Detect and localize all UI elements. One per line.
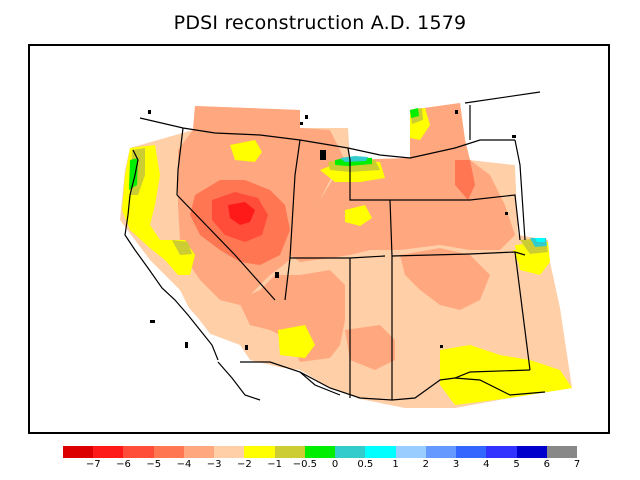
gulf-coastline — [299, 371, 341, 396]
state-border-nevada-ca — [176, 194, 276, 301]
pdsi-region-orange-south2 — [345, 325, 395, 370]
colorbar-tick-label: −2 — [237, 459, 252, 470]
island-6 — [512, 135, 516, 138]
colorbar-swatch — [395, 446, 426, 458]
island-10 — [245, 345, 248, 350]
outside-mask-ne — [470, 95, 560, 235]
colorbar-swatch — [274, 446, 305, 458]
colorbar-swatch — [456, 446, 487, 458]
ca-coastline — [124, 214, 219, 361]
state-border-canada-ne — [464, 91, 541, 104]
colorbar-tick-label: 1 — [392, 459, 399, 470]
islands — [148, 110, 516, 350]
state-border-nm-tx — [391, 369, 531, 401]
colorbar-swatch — [214, 446, 245, 458]
colorbar — [63, 446, 577, 458]
pdsi-region-orange-south — [238, 270, 345, 362]
colorbar-tick-label: 4 — [483, 459, 490, 470]
mexico-border — [240, 361, 393, 401]
pdsi-region-orange-se — [400, 248, 490, 310]
state-border-nevada-east — [284, 139, 301, 301]
colorbar-swatch — [183, 446, 215, 458]
colorbar-tick-label: −1 — [267, 459, 283, 470]
border-lines — [124, 91, 546, 401]
pdsi-region-green-nw — [129, 158, 138, 190]
pdsi-region-teal-n — [340, 156, 368, 162]
colorbar-tick-label: 7 — [573, 459, 581, 470]
state-border-nm-east — [514, 251, 531, 371]
pdsi-region-yellow-center — [345, 205, 372, 226]
wa-coastline — [127, 149, 139, 216]
pdsi-region-yellow-n — [230, 140, 262, 162]
colorbar-swatch — [123, 446, 154, 458]
colorbar-swatch — [93, 446, 124, 458]
island-4 — [455, 110, 458, 114]
island-3 — [300, 122, 303, 125]
colorbar-tick-label: −6 — [116, 459, 131, 470]
island-5 — [505, 212, 508, 215]
pdsi-map — [30, 91, 572, 408]
colorbar-swatch — [63, 446, 94, 458]
colorbar-swatch — [365, 446, 396, 458]
map-panel — [28, 44, 610, 434]
colorbar-tick-label: 0.5 — [357, 459, 374, 470]
colorbar-tick-label: 2 — [422, 459, 429, 470]
colorbar-tick-label: −0.5 — [292, 459, 318, 470]
colorbar-tick-label: −4 — [176, 459, 192, 470]
colorbar-tick-label: 5 — [513, 459, 520, 470]
ocean-mask — [30, 235, 360, 398]
colorbar-tick-label: −5 — [146, 459, 162, 470]
colorbar-swatch — [425, 446, 457, 458]
colorbar-swatch — [486, 446, 517, 458]
baja-coastline — [217, 361, 261, 401]
island-2 — [305, 115, 308, 119]
island-8 — [185, 342, 188, 348]
island-1 — [148, 110, 151, 114]
state-border-utah-east — [347, 147, 393, 400]
island-7 — [440, 345, 443, 348]
colorbar-tick-label: 0 — [331, 459, 339, 470]
state-border-wy-ne — [514, 139, 526, 241]
colorbar-swatch — [335, 446, 366, 458]
state-border-colorado-north — [390, 194, 521, 241]
map-title: PDSI reconstruction A.D. 1579 — [173, 12, 467, 34]
colorbar-labels: −7 −6 −5 −4 −3 −2 −1 −0.5 0 0.5 1 2 3 4 5 6 7 — [63, 459, 581, 473]
colorbar-swatch — [516, 446, 547, 458]
pdsi-region-cyan-e — [535, 238, 545, 242]
lake-mead — [275, 272, 279, 278]
pdsi-region-darkorange-ne — [455, 160, 475, 200]
island-9 — [150, 320, 155, 323]
colorbar-swatch — [304, 446, 336, 458]
pdsi-region-darkred — [228, 202, 255, 225]
state-border-ok — [454, 377, 546, 396]
pdsi-region-olive-ca — [172, 240, 192, 255]
colorbar-swatch — [546, 446, 577, 458]
colorbar-tick-label: 6 — [543, 459, 550, 470]
colorbar-swatch — [244, 446, 275, 458]
state-border-idaho-west — [176, 127, 184, 196]
pdsi-region-green-ne — [410, 108, 419, 118]
pdsi-region-yellow-sw — [278, 325, 315, 358]
colorbar-tick-label: −7 — [85, 459, 101, 470]
pdsi-region-yellow-se — [440, 345, 572, 405]
colorbar-swatch — [153, 446, 184, 458]
state-border-colorado-south — [391, 251, 526, 257]
colorbar-tick-label: 3 — [452, 459, 460, 470]
lake-yellowstone — [320, 150, 326, 160]
colorbar-tick-label: −3 — [206, 459, 222, 470]
